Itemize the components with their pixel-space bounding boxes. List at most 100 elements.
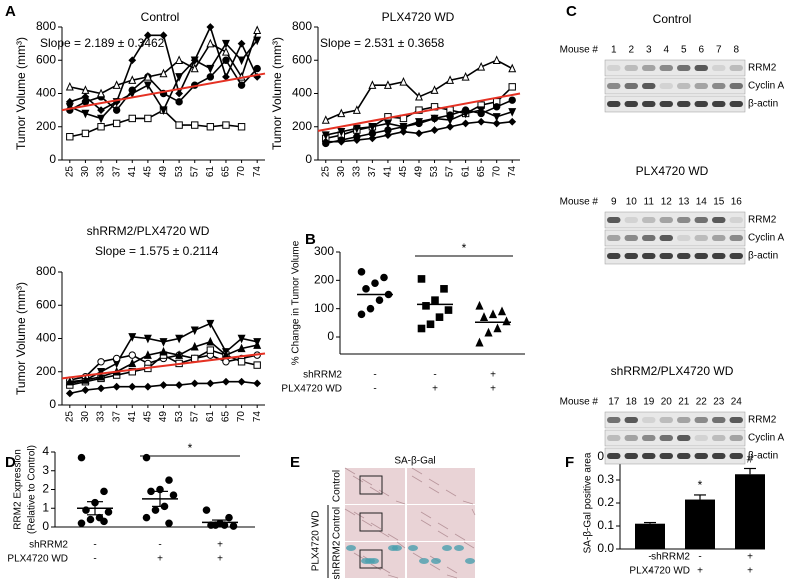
marker xyxy=(435,313,444,321)
marker xyxy=(191,121,199,129)
mouse-number: 8 xyxy=(733,45,739,56)
blot-band xyxy=(642,453,656,459)
marker xyxy=(206,319,215,329)
blot-band xyxy=(607,217,621,223)
marker xyxy=(479,312,489,321)
x-tick-label: 49 xyxy=(414,166,425,178)
x-tick-label: 49 xyxy=(158,166,169,178)
blot-strip xyxy=(604,95,746,113)
y-tick-label: 0 xyxy=(42,519,49,533)
blot-band xyxy=(659,83,673,89)
stain-texture xyxy=(378,489,390,497)
mouse-number: 15 xyxy=(713,197,725,208)
image-group-label: PLX4720 WD xyxy=(311,511,322,572)
x-tick-label: 25 xyxy=(64,411,75,423)
stain-texture xyxy=(429,563,441,571)
blot-strip xyxy=(604,247,746,265)
marker xyxy=(190,326,199,336)
stain-image xyxy=(407,505,475,541)
blot-band xyxy=(712,453,726,459)
blot-band xyxy=(712,435,726,441)
marker xyxy=(253,340,262,349)
blot-band xyxy=(659,65,673,71)
blot-title: PLX4720 WD xyxy=(636,164,709,178)
mouse-label: Mouse # xyxy=(560,45,599,56)
stain-texture xyxy=(344,508,356,516)
series-line xyxy=(69,109,242,138)
stain-texture xyxy=(411,467,423,475)
marker xyxy=(81,129,90,138)
marker xyxy=(143,71,152,81)
blot-band xyxy=(642,217,656,223)
marker xyxy=(362,285,370,293)
marker xyxy=(384,131,392,139)
mouse-number: 5 xyxy=(681,45,687,56)
blot-band xyxy=(607,101,621,107)
y-tick-label: 800 xyxy=(36,264,56,278)
blot-band xyxy=(677,83,691,89)
row-sign: - xyxy=(648,566,651,577)
blot-band xyxy=(694,217,708,223)
row-sign: + xyxy=(747,566,753,577)
stain-texture xyxy=(387,533,399,541)
marker xyxy=(221,47,230,56)
marker xyxy=(112,354,121,363)
stain-texture xyxy=(420,519,432,527)
marker xyxy=(159,31,168,40)
marker xyxy=(502,316,511,326)
stain-texture xyxy=(353,511,365,519)
band-label: Cyclin A xyxy=(748,81,784,92)
marker xyxy=(352,124,361,134)
y-tick-label: 1 xyxy=(42,500,49,514)
stain-texture xyxy=(454,533,466,541)
marker xyxy=(175,121,183,129)
y-tick-label: 0.2 xyxy=(597,495,614,509)
marker xyxy=(399,127,408,136)
marker xyxy=(65,376,74,386)
stain-texture xyxy=(446,574,458,579)
marker xyxy=(446,116,455,125)
blot-band xyxy=(677,235,691,241)
y-tick-label: 3 xyxy=(42,463,49,477)
mouse-number: 6 xyxy=(698,45,704,56)
marker xyxy=(475,337,484,347)
marker xyxy=(440,285,448,293)
marker xyxy=(159,68,168,78)
blot-band xyxy=(729,101,743,107)
marker xyxy=(206,123,215,131)
band-label: RRM2 xyxy=(748,415,777,426)
marker xyxy=(206,38,215,48)
panel-letter: D xyxy=(5,454,16,471)
stain-texture xyxy=(370,563,382,571)
y-tick-label: 0.3 xyxy=(597,472,614,486)
marker xyxy=(446,122,454,131)
y-tick-label: 0 xyxy=(49,397,56,411)
marker xyxy=(112,106,121,114)
mouse-number: 11 xyxy=(644,197,655,208)
marker xyxy=(253,25,262,35)
marker xyxy=(430,114,439,124)
mouse-number: 2 xyxy=(628,45,634,56)
x-tick-label: 37 xyxy=(111,411,122,423)
marker xyxy=(65,81,74,91)
stain-texture xyxy=(344,467,356,475)
x-tick-label: 25 xyxy=(64,166,75,178)
marker xyxy=(81,92,90,101)
marker xyxy=(128,358,137,368)
blot-band xyxy=(642,435,656,441)
blot-strip xyxy=(604,429,746,447)
marker xyxy=(321,115,330,124)
marker xyxy=(380,273,388,282)
blot-band xyxy=(712,253,726,259)
x-tick-label: 45 xyxy=(398,166,409,178)
mouse-label: Mouse # xyxy=(560,397,599,408)
marker xyxy=(112,80,121,89)
marker xyxy=(175,73,184,82)
stain-texture xyxy=(471,508,476,516)
stain-texture xyxy=(361,478,373,486)
chart-title: Control xyxy=(141,10,180,24)
marker xyxy=(77,453,86,462)
blot-band xyxy=(694,101,708,107)
mouse-number: 19 xyxy=(643,397,655,408)
x-tick-label: 74 xyxy=(252,166,263,178)
